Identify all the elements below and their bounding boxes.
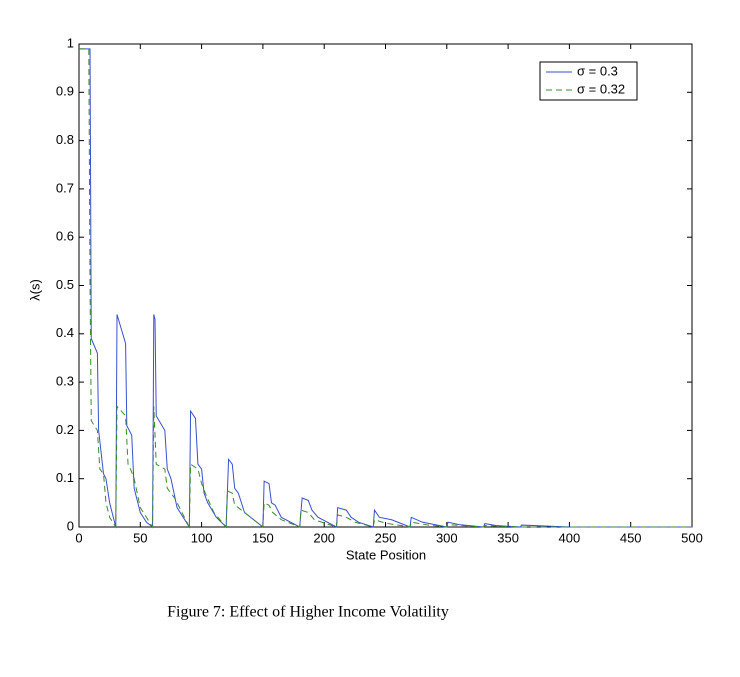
y-tick-label: 0.1 [56,470,74,485]
x-tick-label: 100 [191,530,213,545]
x-tick-label: 500 [681,530,703,545]
x-tick-label: 450 [620,530,642,545]
figure-caption: Figure 7: Effect of Higher Income Volati… [167,604,449,621]
x-tick-label: 50 [133,530,147,545]
legend-box [539,61,638,101]
data-line [79,48,692,529]
y-tick-label: 0 [67,518,74,533]
x-tick-label: 150 [252,530,274,545]
x-tick-label: 200 [313,530,335,545]
data-line [79,48,692,529]
x-tick-label: 0 [75,530,82,545]
plot-frame [78,43,693,528]
y-axis-label: λ(s) [27,279,42,301]
x-tick-label: 350 [497,530,519,545]
y-tick-label: 0.5 [56,277,74,292]
x-tick-label: 300 [436,530,458,545]
y-tick-label: 0.3 [56,374,74,389]
legend-label: σ = 0.32 [577,81,625,96]
y-tick-label: 0.6 [56,229,74,244]
y-tick-label: 0.9 [56,84,74,99]
legend-label: σ = 0.3 [577,63,618,78]
y-tick-label: 1 [67,35,74,50]
y-tick-label: 0.8 [56,132,74,147]
x-tick-label: 400 [559,530,581,545]
y-tick-label: 0.7 [56,180,74,195]
y-tick-label: 0.4 [56,325,74,340]
y-tick-label: 0.2 [56,422,74,437]
x-tick-label: 250 [375,530,397,545]
x-axis-label: State Position [346,547,426,562]
